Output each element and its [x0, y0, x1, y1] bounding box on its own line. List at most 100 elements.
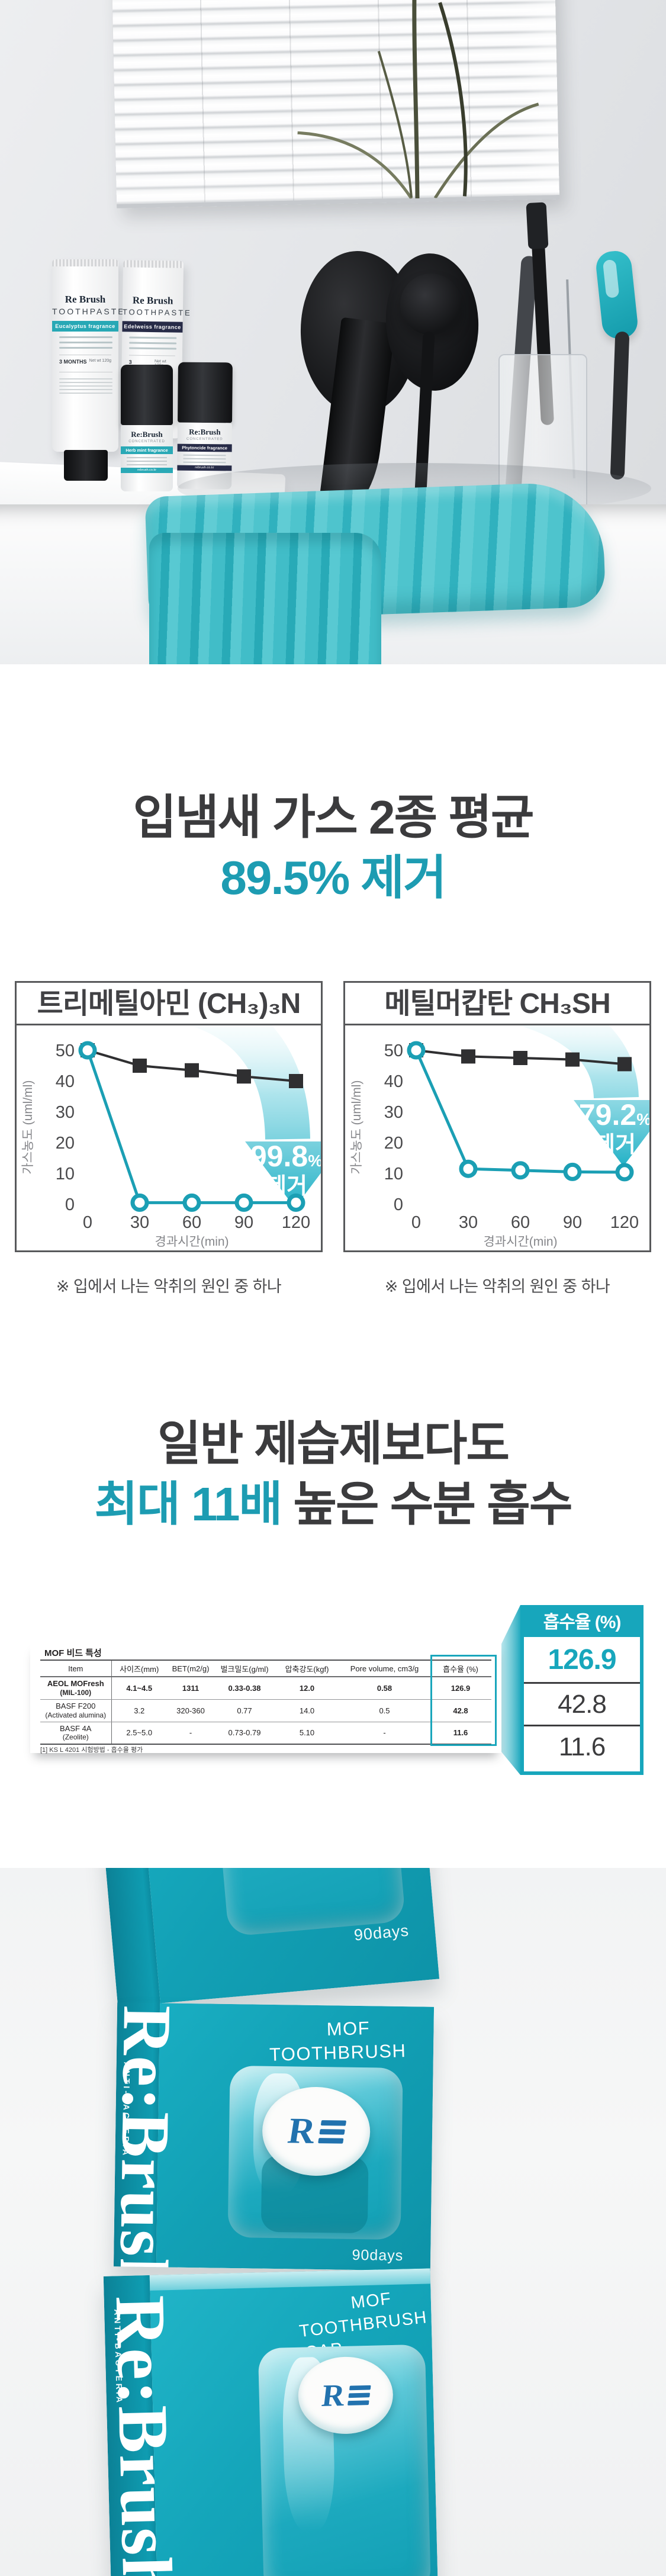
- svg-text:10: 10: [56, 1165, 75, 1184]
- bottle-url-band: rebrush.co.kr: [121, 468, 173, 473]
- tube-crimp: [52, 259, 118, 266]
- box-type-line2: TOOTHBRUSH: [269, 2040, 407, 2066]
- re-logo: R: [285, 2110, 348, 2153]
- plant-reflection: [297, 0, 539, 200]
- svg-text:40: 40: [384, 1072, 403, 1091]
- mouthwash-bottle-phytoncide: Re:Brush CONCENTRATED Phytoncide fragran…: [177, 362, 233, 490]
- toothpaste-tube-eucalyptus: Re Brush TOOTHPASTE Eucalyptus fragrance…: [52, 259, 126, 452]
- svg-text:99.8%: 99.8%: [250, 1140, 321, 1173]
- bottle-ingredients: [183, 454, 226, 464]
- chart-methyl-mercaptan: 메틸머캅탄 CH₃SH 0 10 20 30 40 50 0 30 60 90 120 가스농도 (u…: [343, 981, 651, 1297]
- box-front-panel: Re:Brush MOF TOOTHBRUSH CAP R: [104, 2268, 439, 2576]
- tube-fragrance-band: Edelweiss fragrance: [122, 321, 183, 333]
- product-box-bottom: ANTI-BACTERIA Re:Brush MOF TOOTHBRUSH CA…: [103, 2268, 439, 2576]
- headline-moisture-absorption: 일반 제습제보다도 최대 11배 높은 수분 흡수: [0, 1414, 666, 1535]
- re-logo: R: [320, 2377, 372, 2414]
- col-size: 사이즈(mm): [111, 1660, 167, 1677]
- chart-trimethylamine: 트리메틸아민 (CH₃)₃N 0 10 20 30 40 50 0 30 60 90 120 가스농도…: [15, 981, 323, 1297]
- headline-line1: 일반 제습제보다도: [157, 1417, 510, 1470]
- chart-card: 메틸머캅탄 CH₃SH 0 10 20 30 40 50 0 30 60 90 120 가스농도 (u…: [343, 981, 651, 1252]
- svg-text:경과시간(min): 경과시간(min): [155, 1235, 229, 1249]
- product-box-top: ANTI-BACTERIA rebrush.co.kr Re:Brush 90d…: [94, 1868, 440, 2007]
- svg-text:0: 0: [65, 1195, 75, 1214]
- teal-towel-fold: [149, 533, 381, 664]
- table-footnote: [1] KS L 4201 시험방법 - 흡수율 평가: [40, 1747, 143, 1754]
- svg-text:120: 120: [610, 1213, 639, 1232]
- col-bet: BET(m2/g): [167, 1660, 214, 1677]
- col-compressive-strength: 압축강도(kgf): [275, 1660, 339, 1677]
- chart-card: 트리메틸아민 (CH₃)₃N 0 10 20 30 40 50 0 30 60 90 120 가스농도…: [15, 981, 323, 1252]
- headline-line2: 최대 11배 높은 수분 흡수: [0, 1474, 666, 1535]
- chart-footnote: ※ 입에서 나는 악취의 원인 중 하나: [384, 1278, 610, 1295]
- chart-title: 트리메틸아민 (CH₃)₃N: [17, 983, 321, 1025]
- logo-bars-icon: [347, 2382, 371, 2408]
- svg-text:90: 90: [563, 1213, 582, 1232]
- box-front-panel: Re:Brush MOF TOOTHBRUSH CAP R 90days: [114, 2003, 435, 2271]
- table-row: AEOL MOFresh (MIL-100) 4.1~4.5 1311 0.33-…: [40, 1677, 491, 1700]
- svg-text:79.2%: 79.2%: [579, 1098, 649, 1131]
- tube-type: TOOTHPASTE: [122, 307, 192, 317]
- col-item: Item: [40, 1660, 112, 1677]
- svg-text:50: 50: [384, 1041, 403, 1060]
- svg-text:20: 20: [56, 1134, 75, 1153]
- tube-cap: [64, 450, 108, 481]
- chart-plot: 0 10 20 30 40 50 0 30 60 90 120 가스농도 (uml/ml) 경과시간(m…: [345, 1025, 649, 1250]
- svg-text:제거: 제거: [266, 1174, 307, 1199]
- tube-crimp: [123, 260, 184, 268]
- tube-ingredients: [59, 336, 112, 349]
- svg-text:90: 90: [234, 1213, 253, 1232]
- absorption-column-highlight: [430, 1655, 497, 1746]
- zoom-beam: [496, 1605, 520, 1775]
- svg-text:60: 60: [182, 1213, 201, 1232]
- table-row: BASF F200 (Activated alumina) 3.2 320-360…: [40, 1699, 491, 1722]
- bottle-subtitle: CONCENTRATED: [128, 440, 165, 443]
- chart-title: 메틸머캅탄 CH₃SH: [345, 983, 649, 1025]
- teal-toothbrush-cap: [594, 249, 639, 340]
- logo-bars-icon: [317, 2117, 347, 2147]
- spec-table-card: MOF 비드 특성 Item 사이즈(mm) BET(m2/g) 벌크밀도(g/…: [30, 1641, 501, 1754]
- tube-brand: Re Brush: [132, 294, 173, 307]
- svg-text:20: 20: [384, 1134, 403, 1153]
- box-brand-vertical: Re:Brush: [113, 2005, 185, 2271]
- bottle-fragrance-band: Herb mint fragrance: [121, 446, 173, 454]
- svg-text:30: 30: [130, 1213, 149, 1232]
- tube-type: TOOTHPASTE: [52, 307, 126, 316]
- svg-text:가스농도 (uml/ml): 가스농도 (uml/ml): [350, 1080, 363, 1175]
- svg-text:10: 10: [384, 1165, 403, 1184]
- svg-text:120: 120: [282, 1213, 310, 1232]
- box-duration: 90days: [352, 2246, 404, 2265]
- bottle-ingredients: [127, 457, 167, 465]
- tube-directions: [59, 372, 112, 394]
- col-pore-volume: Pore volume, cm3/g: [339, 1660, 430, 1677]
- headline-odor-removal: 입냄새 가스 2종 평균 89.5% 제거: [0, 787, 666, 909]
- svg-text:가스농도 (uml/ml): 가스농도 (uml/ml): [21, 1080, 35, 1175]
- svg-text:40: 40: [56, 1072, 75, 1091]
- logo-letter: R: [320, 2378, 346, 2413]
- faucet-valve-knob: [400, 274, 462, 335]
- svg-text:30: 30: [384, 1103, 403, 1122]
- logo-letter: R: [285, 2110, 318, 2152]
- tube-ingredients: [129, 336, 177, 350]
- svg-text:60: 60: [511, 1213, 530, 1232]
- bottle-brand: Re:Brush: [189, 427, 221, 437]
- spec-table: Item 사이즈(mm) BET(m2/g) 벌크밀도(g/ml) 압축강도(k…: [40, 1660, 491, 1745]
- bathroom-photo: Re Brush TOOTHPASTE Eucalyptus fragrance…: [0, 0, 666, 664]
- mirror-with-blinds-reflection: [111, 0, 560, 208]
- svg-text:경과시간(min): 경과시간(min): [483, 1235, 557, 1249]
- mof-spec-section: MOF 비드 특성 Item 사이즈(mm) BET(m2/g) 벌크밀도(g/…: [0, 1599, 666, 1847]
- chart-footnote: ※ 입에서 나는 악취의 원인 중 하나: [56, 1278, 282, 1295]
- table-header-row: Item 사이즈(mm) BET(m2/g) 벌크밀도(g/ml) 압축강도(k…: [40, 1660, 491, 1677]
- tube-fragrance-band: Eucalyptus fragrance: [52, 321, 118, 332]
- box-front-panel: Re:Brush 90days: [94, 1868, 440, 2003]
- product-box-middle: ANTI-BACTERIA Re:Brush MOF TOOTHBRUSH CA…: [113, 2002, 435, 2271]
- bottle-cap: [121, 365, 173, 425]
- bottle-cap: [178, 362, 233, 423]
- tube-brand: Re Brush: [65, 294, 106, 305]
- callout-value-4a: 11.6: [524, 1725, 640, 1767]
- box-brand-vertical: Re:Brush: [103, 2294, 187, 2576]
- svg-text:제거: 제거: [594, 1133, 636, 1157]
- mouthwash-bottle-herb-mint: Re:Brush CONCENTRATED Herb mint fragranc…: [121, 365, 173, 491]
- svg-text:0: 0: [411, 1213, 421, 1232]
- callout-header: 흡수율 (%): [524, 1609, 640, 1637]
